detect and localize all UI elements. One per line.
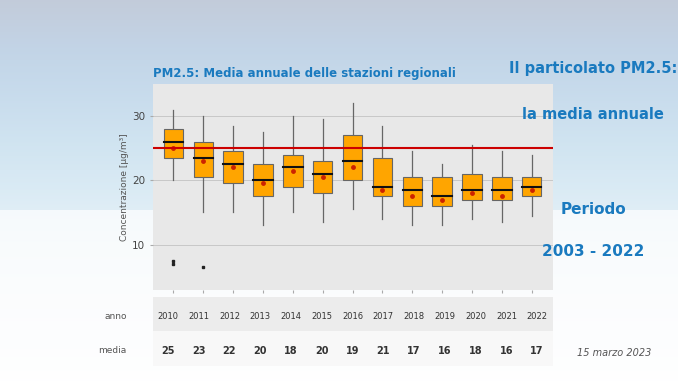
Text: Il particolato PM2.5:: Il particolato PM2.5: [509, 61, 677, 76]
FancyBboxPatch shape [164, 129, 183, 158]
Text: 2018: 2018 [403, 312, 424, 321]
FancyBboxPatch shape [343, 135, 362, 180]
Bar [153, 331, 553, 366]
Bar [153, 297, 553, 331]
Text: 19: 19 [346, 346, 359, 356]
Text: PM2.5: Media annuale delle stazioni regionali: PM2.5: Media annuale delle stazioni regi… [153, 67, 456, 80]
Text: 2012: 2012 [219, 312, 240, 321]
Text: 2019: 2019 [435, 312, 456, 321]
Text: 15 marzo 2023: 15 marzo 2023 [576, 348, 651, 358]
Text: 2003 - 2022: 2003 - 2022 [542, 244, 644, 259]
Text: 2020: 2020 [465, 312, 486, 321]
Bar [0, 210, 678, 381]
Text: 2021: 2021 [496, 312, 517, 321]
FancyBboxPatch shape [224, 151, 243, 184]
Text: Periodo: Periodo [561, 202, 626, 217]
Text: 17: 17 [530, 346, 544, 356]
FancyBboxPatch shape [313, 161, 332, 193]
FancyBboxPatch shape [433, 177, 452, 206]
Text: 16: 16 [438, 346, 452, 356]
Text: 16: 16 [500, 346, 513, 356]
FancyBboxPatch shape [373, 158, 392, 196]
FancyBboxPatch shape [492, 177, 511, 200]
Text: media: media [98, 346, 127, 355]
Text: 2022: 2022 [527, 312, 548, 321]
FancyBboxPatch shape [522, 177, 541, 196]
Text: 2011: 2011 [188, 312, 210, 321]
FancyBboxPatch shape [254, 164, 273, 196]
Text: la media annuale: la media annuale [522, 107, 664, 122]
Text: anno: anno [104, 312, 127, 321]
Text: 2016: 2016 [342, 312, 363, 321]
Y-axis label: Concentrazione [μg/m³]: Concentrazione [μg/m³] [120, 133, 129, 240]
Text: 21: 21 [376, 346, 390, 356]
Text: 17: 17 [407, 346, 421, 356]
Text: 23: 23 [192, 346, 205, 356]
Text: 18: 18 [468, 346, 483, 356]
Text: 20: 20 [254, 346, 267, 356]
Text: 20: 20 [315, 346, 329, 356]
Text: 22: 22 [223, 346, 236, 356]
Text: 18: 18 [284, 346, 298, 356]
Text: 2017: 2017 [373, 312, 394, 321]
FancyBboxPatch shape [194, 142, 213, 177]
FancyBboxPatch shape [403, 177, 422, 206]
Text: 2014: 2014 [281, 312, 302, 321]
Text: 25: 25 [161, 346, 175, 356]
Text: 2015: 2015 [311, 312, 332, 321]
FancyBboxPatch shape [462, 174, 481, 200]
Text: 2013: 2013 [250, 312, 271, 321]
Text: 2010: 2010 [157, 312, 178, 321]
FancyBboxPatch shape [283, 155, 302, 187]
